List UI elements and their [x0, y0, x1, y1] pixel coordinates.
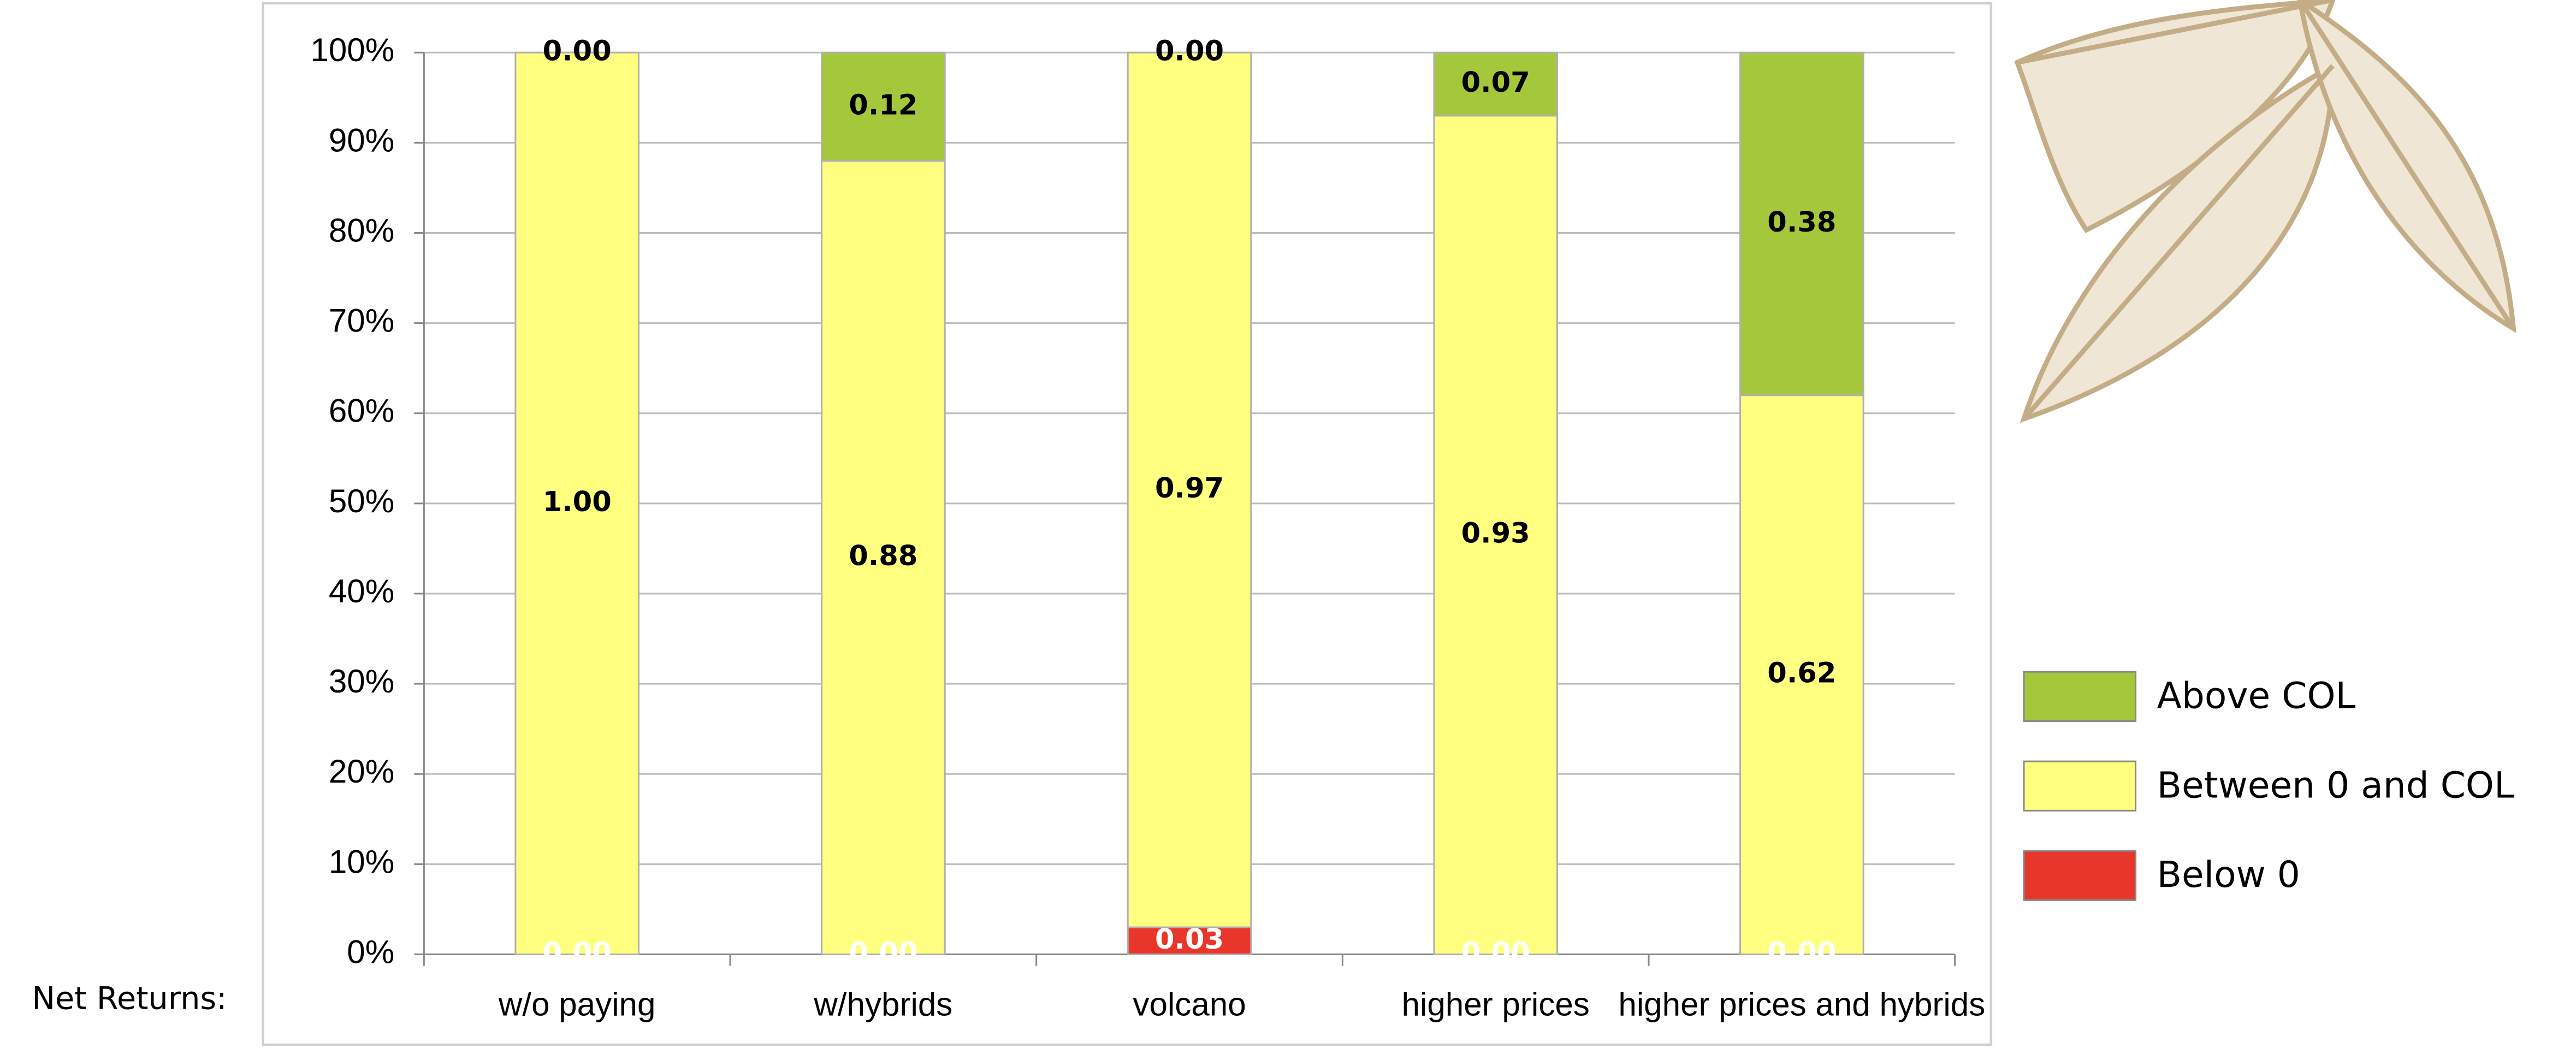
y-tick-label: 90%	[329, 122, 394, 158]
data-label: 0.12	[849, 89, 917, 121]
y-tick-label: 70%	[329, 303, 394, 339]
x-tick-label: w/o paying	[498, 986, 656, 1023]
x-tick-label: w/hybrids	[813, 986, 952, 1023]
data-label: 1.00	[543, 486, 612, 518]
data-label: 0.38	[1767, 206, 1836, 239]
data-label: 0.07	[1461, 67, 1530, 99]
y-tick-label: 60%	[329, 393, 394, 429]
bar-segment	[1739, 51, 1864, 396]
data-label: 0.00	[1461, 937, 1530, 969]
legend-swatch	[2023, 671, 2137, 722]
y-tick-label: 100%	[310, 32, 394, 68]
y-tick-label: 80%	[329, 212, 394, 248]
y-tick-label: 10%	[329, 843, 394, 880]
x-tick-label: higher prices and hybrids	[1618, 986, 1985, 1023]
legend-label: Below 0	[2157, 854, 2300, 896]
bar-segment	[514, 51, 640, 956]
y-tick-label: 20%	[329, 753, 394, 790]
bar-segment	[1433, 115, 1558, 956]
data-label: 0.97	[1155, 472, 1224, 505]
bar-segment	[1739, 394, 1864, 956]
row-label: Net Returns:	[32, 980, 227, 1016]
chart-frame	[262, 2, 1993, 1046]
data-label: 0.00	[543, 937, 612, 969]
y-tick-label: 50%	[329, 483, 394, 519]
data-label: 0.62	[1767, 658, 1836, 690]
y-tick-label: 30%	[329, 663, 394, 700]
leaf-decoration	[2014, 0, 2516, 423]
x-tick-label: volcano	[1133, 986, 1246, 1023]
legend-label: Between 0 and COL	[2157, 764, 2514, 806]
data-label: 0.00	[1155, 35, 1224, 67]
data-label: 0.00	[849, 937, 917, 969]
x-tick-label: higher prices	[1402, 986, 1590, 1023]
bar-segment	[1127, 51, 1252, 928]
y-tick-label: 40%	[329, 573, 394, 609]
legend-label: Above COL	[2157, 674, 2356, 717]
bar-segment	[821, 159, 946, 956]
data-label: 0.00	[543, 35, 612, 67]
bar-segment	[1127, 926, 1252, 956]
data-label: 0.93	[1461, 518, 1530, 550]
data-label: 0.00	[1767, 937, 1836, 969]
legend-swatch	[2023, 850, 2137, 901]
bar-segment	[821, 51, 946, 162]
y-tick-label: 0%	[347, 933, 394, 970]
bar-segment	[1433, 51, 1558, 117]
data-label: 0.88	[849, 540, 917, 572]
legend-swatch	[2023, 760, 2137, 812]
data-label: 0.03	[1155, 923, 1224, 956]
